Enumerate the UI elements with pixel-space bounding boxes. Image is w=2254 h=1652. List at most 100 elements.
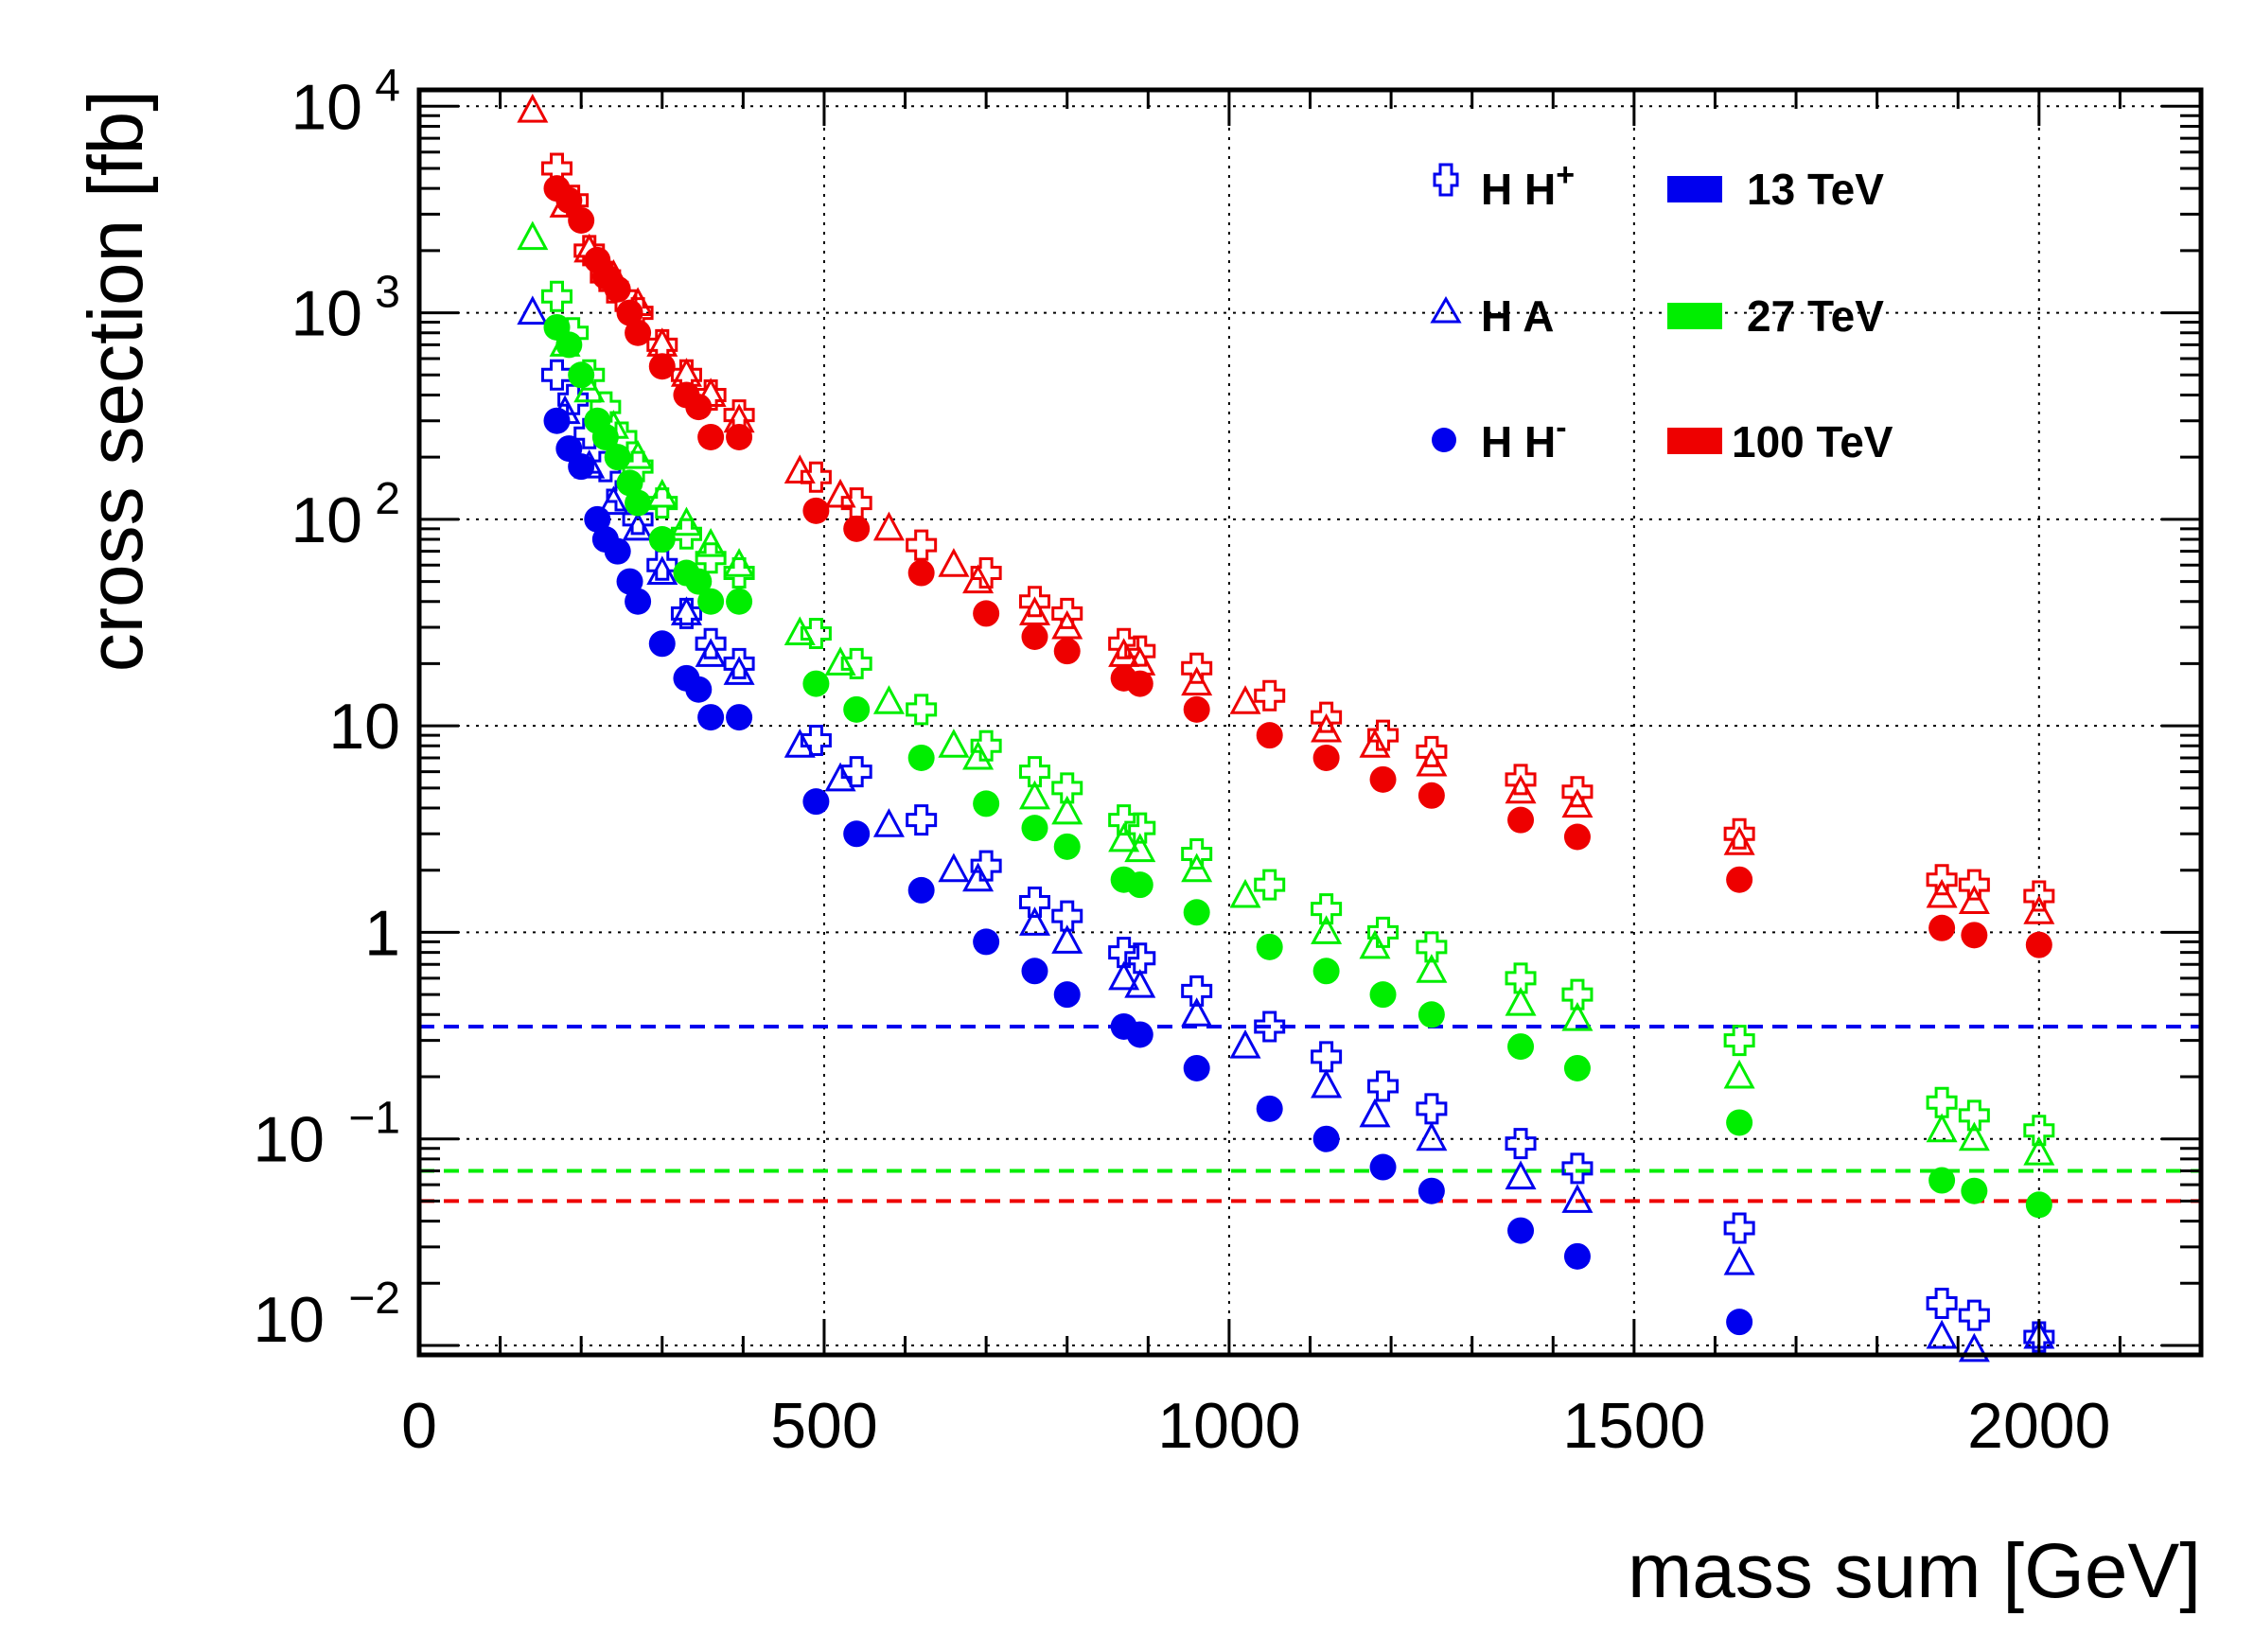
point-hhp-e13: [906, 804, 938, 836]
point-ha-e13: [1416, 1121, 1448, 1151]
point-hhm-e13: [1726, 1309, 1753, 1336]
point-hhp-e13: [1561, 1152, 1594, 1185]
point-hhm-e100: [1928, 914, 1956, 941]
legend-swatch-27tev: [1667, 303, 1722, 329]
point-ha-e13: [1108, 960, 1140, 991]
point-hhm-e27: [568, 361, 595, 389]
point-ha-e27: [646, 478, 678, 508]
point-ha-e100: [1181, 666, 1213, 696]
point-hhp-e13: [1051, 900, 1083, 932]
point-hhm-e27: [625, 489, 652, 517]
point-ha-e13: [784, 729, 816, 758]
point-hhm-e13: [584, 505, 611, 533]
point-ha-e27: [1926, 1113, 1958, 1143]
point-hhm-e100: [1126, 670, 1153, 697]
point-hhm-e27: [1126, 871, 1153, 899]
legend-label-hhm: H H-: [1481, 410, 1567, 466]
point-ha-e13: [1359, 1098, 1391, 1128]
point-ha-e100: [1051, 609, 1083, 640]
legend-label-100tev: 100 TeV: [1732, 417, 1893, 466]
point-ha-e27: [622, 439, 654, 469]
point-hhm-e13: [685, 676, 713, 703]
point-ha-e100: [784, 454, 816, 484]
point-hhp-e13: [1416, 1093, 1448, 1125]
point-hhm-e27: [2025, 1191, 2052, 1219]
point-ha-e27: [938, 729, 970, 758]
point-hhm-e13: [604, 537, 631, 565]
point-ha-e27: [784, 616, 816, 646]
point-hhm-e13: [1507, 1217, 1535, 1244]
point-hhp-e100: [1926, 864, 1958, 896]
point-ha-e13: [1505, 1160, 1537, 1190]
point-hhm-e27: [1928, 1167, 1956, 1194]
point-ha-e27: [962, 740, 995, 770]
point-hhp-e100: [970, 557, 1002, 589]
point-hhm-e27: [616, 469, 643, 497]
point-hhp-e100: [1124, 635, 1156, 667]
point-ha-e100: [517, 93, 549, 123]
point-hhp-e100: [1561, 776, 1594, 808]
y-axis-title: cross section [fb]: [73, 90, 159, 672]
point-hhp-e27: [1416, 931, 1448, 963]
point-hhm-e13: [1021, 958, 1048, 985]
point-hhp-e100: [1311, 701, 1343, 733]
point-hhm-e100: [648, 353, 676, 380]
point-hhp-e27: [906, 694, 938, 726]
point-hhp-e13: [1505, 1128, 1537, 1160]
point-hhp-e27: [2023, 1115, 2055, 1147]
point-ha-e27: [1181, 852, 1213, 883]
point-hhm-e100: [1183, 695, 1210, 723]
y-tick-exponent: 2: [375, 474, 400, 524]
legend-swatch-100tev: [1667, 428, 1722, 454]
y-tick-label: 10: [253, 1104, 325, 1176]
point-hhm-e100: [685, 394, 713, 421]
y-tick-label: 10: [328, 691, 400, 763]
point-hhp-e100: [1367, 719, 1400, 751]
point-ha-e13: [938, 852, 970, 883]
point-ha-e100: [2023, 895, 2055, 924]
point-hhp-e27: [970, 729, 1002, 762]
point-hhm-e100: [625, 319, 652, 346]
x-axis-title: mass sum [GeV]: [1628, 1528, 2201, 1614]
legend: H H+ H A H H- 13 TeV 27 TeV 100 TeV: [1430, 157, 1893, 466]
point-hhp-e100: [906, 529, 938, 561]
point-hhm-e13: [697, 704, 725, 731]
legend-marker-ha: [1430, 296, 1462, 324]
point-ha-e13: [872, 808, 905, 837]
point-hhp-e13: [1181, 975, 1213, 1007]
point-hhm-e100: [1507, 806, 1535, 834]
point-hhp-e13: [800, 725, 832, 757]
point-ha-e13: [1018, 906, 1051, 936]
point-ha-e27: [1561, 1002, 1594, 1031]
legend-swatch-13tev: [1667, 176, 1722, 202]
point-hhp-e13: [1367, 1070, 1400, 1102]
point-ha-e27: [1416, 954, 1448, 983]
point-ha-e13: [1958, 1332, 1990, 1362]
point-ha-e100: [1416, 747, 1448, 777]
point-hhp-e100: [840, 487, 872, 519]
point-hhm-e27: [685, 568, 713, 595]
point-hhp-e100: [1051, 597, 1083, 629]
point-hhm-e27: [1256, 933, 1283, 960]
point-hhm-e27: [1507, 1033, 1535, 1061]
point-hhm-e100: [1961, 922, 1988, 949]
point-ha-e27: [872, 685, 905, 714]
x-tick-label: 500: [770, 1390, 877, 1462]
point-ha-e27: [1124, 833, 1156, 863]
y-tick-label: 10: [291, 484, 362, 556]
point-ha-e13: [517, 295, 549, 325]
y-tick-label: 10: [291, 278, 362, 350]
point-ha-e27: [2023, 1135, 2055, 1166]
x-tick-label: 2000: [1967, 1390, 2110, 1462]
point-hhp-e27: [646, 487, 678, 519]
point-hhp-e27: [1311, 893, 1343, 925]
point-ha-e27: [1359, 929, 1391, 959]
point-hhm-e27: [1726, 1109, 1753, 1136]
point-ha-e100: [1958, 885, 1990, 915]
point-hhm-e100: [726, 423, 753, 450]
point-hhp-e13: [1018, 887, 1050, 919]
point-ha-e13: [622, 511, 654, 541]
legend-label-ha: H A: [1481, 291, 1555, 341]
point-ha-e13: [1561, 1184, 1594, 1213]
point-ha-e100: [1359, 729, 1391, 758]
